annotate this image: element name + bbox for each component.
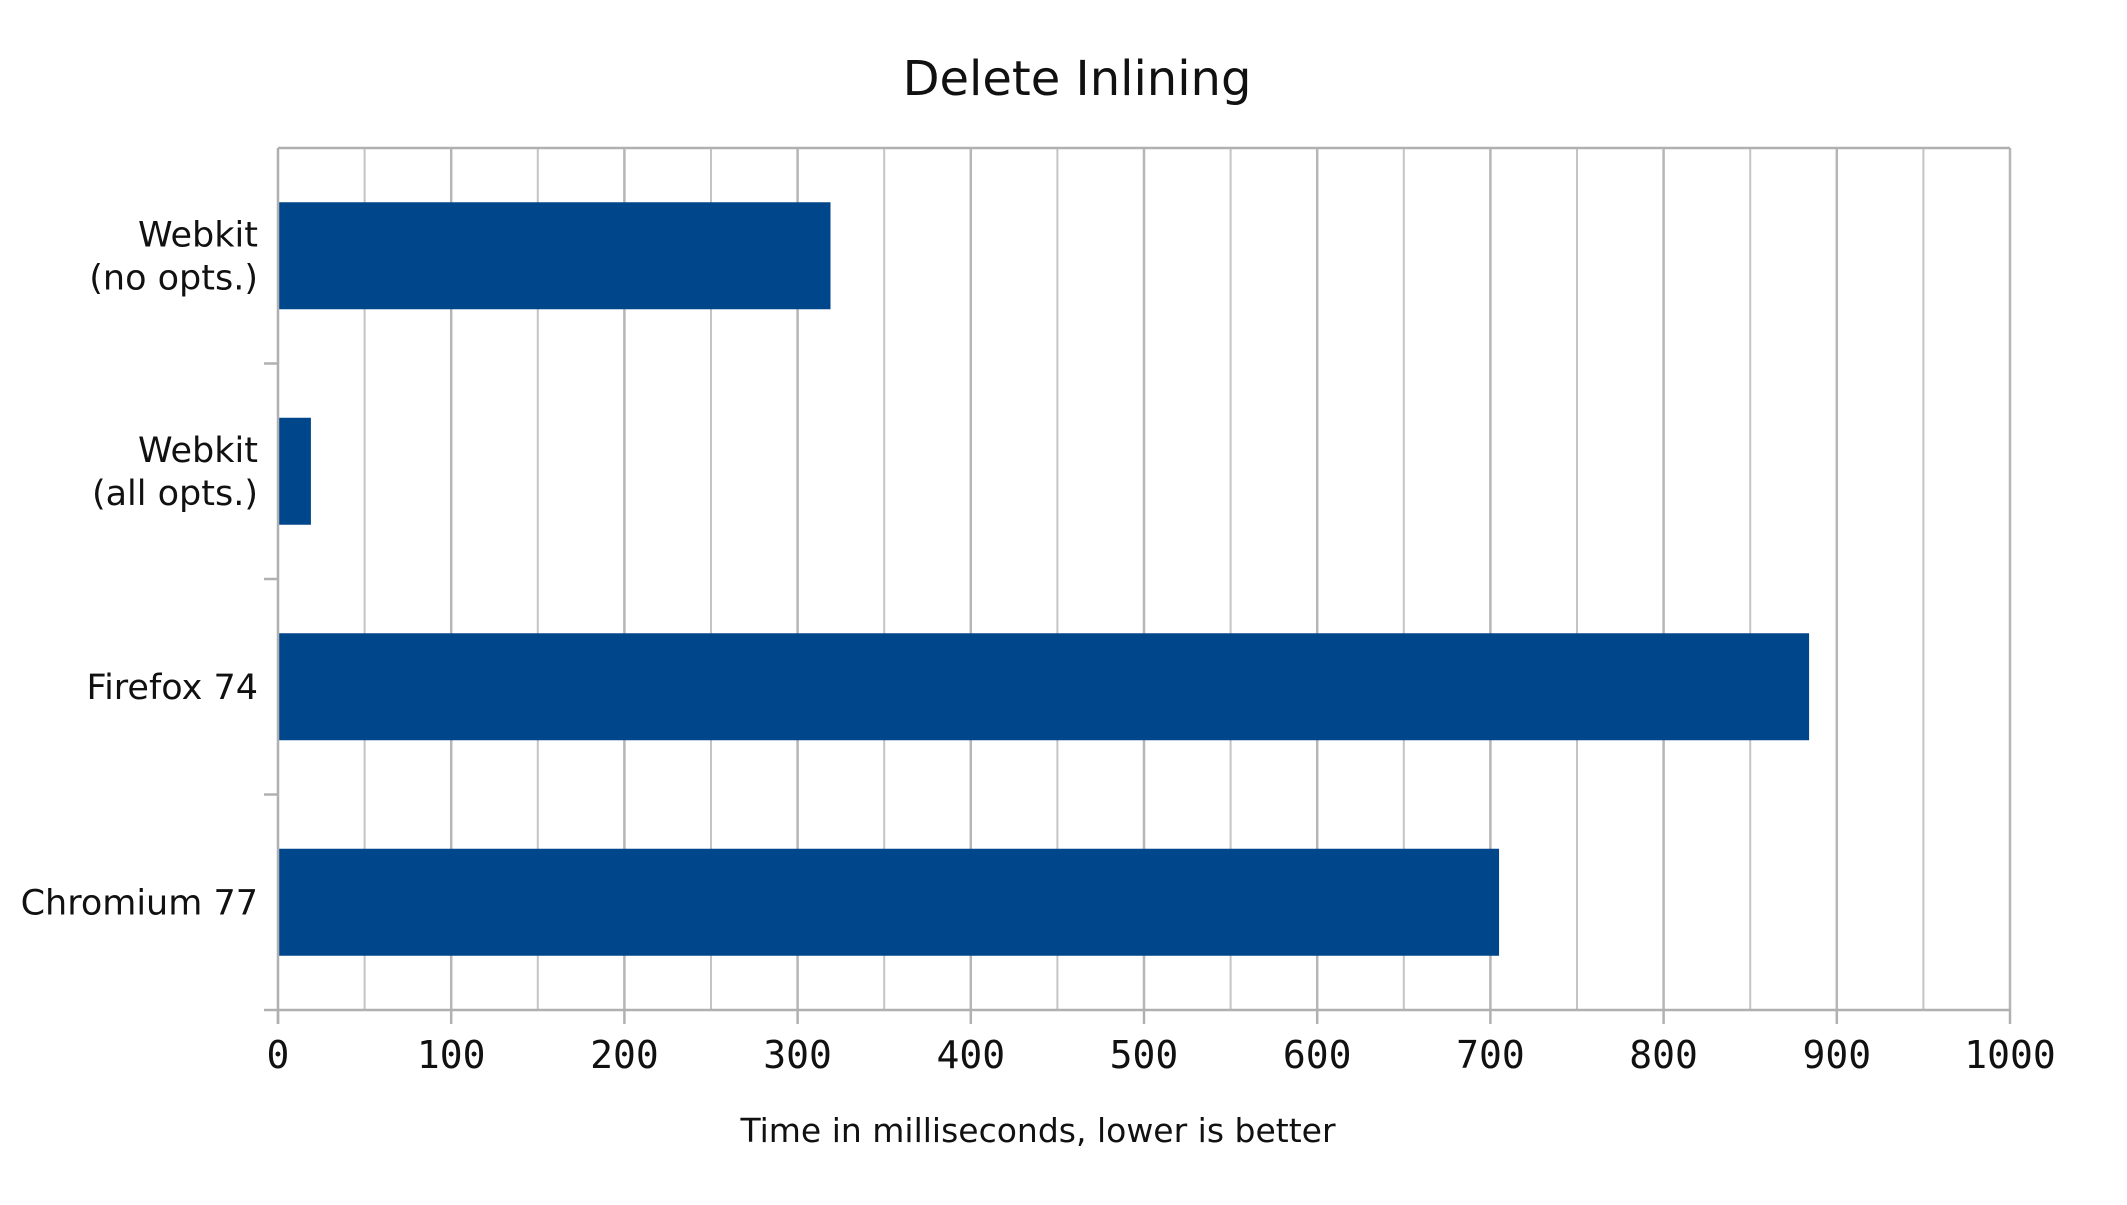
- bar: [278, 202, 831, 310]
- category-label: Chromium 77: [21, 883, 258, 923]
- x-tick-label: 800: [1629, 1033, 1698, 1077]
- category-label-line: Webkit: [138, 431, 258, 471]
- category-label-line: Webkit: [138, 215, 258, 255]
- bar: [278, 848, 1500, 956]
- category-label: Firefox 74: [87, 668, 259, 708]
- x-tick-label: 600: [1283, 1033, 1352, 1077]
- x-tick-label: 200: [590, 1033, 659, 1077]
- bar: [278, 633, 1810, 741]
- x-tick-label: 400: [936, 1033, 1005, 1077]
- category-label-line: Firefox 74: [87, 668, 259, 708]
- category-labels: Webkit (no opts.)Webkit (all opts.)Firefox…: [21, 215, 258, 923]
- x-tick-label: 100: [417, 1033, 486, 1077]
- bars: [278, 202, 1810, 956]
- x-tick-label: 1000: [1964, 1033, 2056, 1077]
- axes: [264, 146, 2012, 1024]
- x-axis-title: Time in milliseconds, lower is better: [739, 1111, 1335, 1150]
- x-tick-label: 500: [1110, 1033, 1179, 1077]
- category-label-line: (no opts.): [89, 258, 258, 298]
- bar: [278, 417, 311, 525]
- chart-title: Delete Inlining: [903, 51, 1252, 107]
- x-tick-label: 700: [1456, 1033, 1525, 1077]
- category-label: Webkit (no opts.): [89, 215, 258, 298]
- category-label-line: Chromium 77: [21, 883, 258, 923]
- category-label-line: (all opts.): [92, 474, 258, 514]
- category-label: Webkit (all opts.): [92, 431, 258, 514]
- x-tick-label: 300: [763, 1033, 832, 1077]
- x-tick-label: 900: [1802, 1033, 1871, 1077]
- x-tick-labels: 0 100 200 300 400 500 600 700 800 900 1000: [267, 1033, 2056, 1077]
- x-tick-label: 0: [267, 1033, 290, 1077]
